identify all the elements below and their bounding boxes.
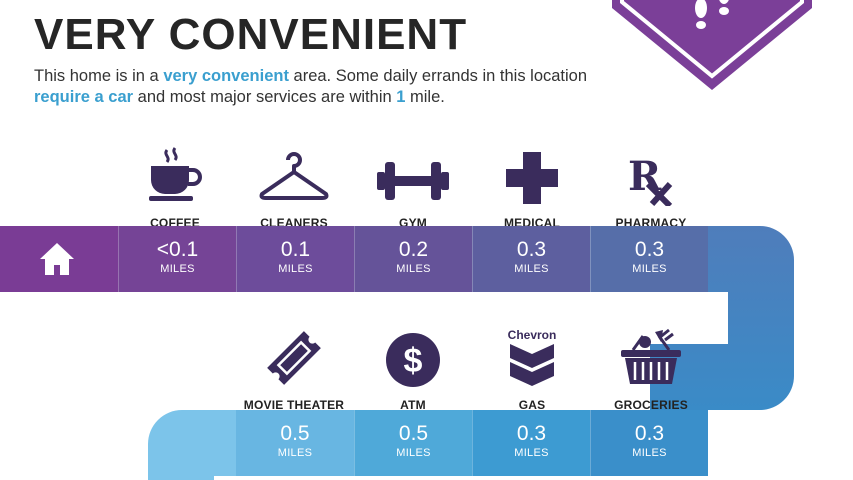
category-coffee: COFFEE	[116, 140, 234, 230]
footprints-icon	[695, 0, 729, 29]
category-movie-theater: MOVIE THEATER	[235, 322, 353, 412]
distance-cell-medical: 0.3 MILES	[472, 226, 590, 292]
distance-unit: MILES	[514, 447, 549, 459]
category-label: ATM	[400, 398, 426, 412]
distance-value: 0.1	[280, 238, 311, 261]
distance-cell-cleaners: 0.1 MILES	[236, 226, 354, 292]
distance-unit: MILES	[277, 447, 313, 459]
medical-cross-icon	[506, 152, 558, 204]
category-pharmacy: R PHARMACY	[592, 140, 710, 230]
distance-value: 0.3	[516, 238, 547, 261]
distance-unit: MILES	[160, 263, 195, 275]
description: This home is in a very convenient area. …	[34, 66, 634, 108]
coffee-cup-icon	[149, 147, 202, 201]
distance-unit: MILES	[632, 447, 667, 459]
distance-cell-gym: 0.2 MILES	[354, 226, 472, 292]
desc-highlight: require a car	[34, 88, 134, 106]
distance-unit: MILES	[396, 263, 431, 275]
ticket-icon	[267, 331, 321, 385]
route-connector-left	[148, 410, 248, 480]
distance-unit: MILES	[632, 263, 667, 275]
distance-unit: MILES	[396, 447, 431, 459]
category-atm: $ ATM	[354, 322, 472, 412]
distance-cell-gas: 0.3 MILES	[472, 410, 590, 476]
basket-icon	[621, 328, 681, 384]
next-row-edge	[214, 476, 734, 480]
category-medical: MEDICAL	[473, 140, 591, 230]
distance-value: 0.2	[398, 238, 429, 261]
hanger-icon	[259, 152, 329, 200]
home-cell	[0, 226, 118, 292]
distance-cell-atm: 0.5 MILES	[354, 410, 472, 476]
distance-cell-coffee: <0.1 MILES	[118, 226, 236, 292]
dollar-icon: $	[386, 333, 440, 387]
house-icon	[40, 243, 74, 275]
desc-text: This home is in a	[34, 67, 164, 85]
category-gym: GYM	[354, 140, 472, 230]
desc-text: area. Some daily errands in this locatio…	[288, 67, 588, 85]
distance-band-row1: <0.1 MILES 0.1 MILES 0.2 MILES 0.3 MILES…	[0, 226, 740, 292]
distance-value: 0.3	[634, 238, 665, 261]
distance-value: 0.5	[398, 422, 429, 445]
desc-text: and most major services are within	[133, 88, 397, 106]
svg-text:$: $	[404, 342, 423, 380]
page-title: VERY CONVENIENT	[34, 10, 468, 59]
distance-value: 0.5	[280, 422, 310, 445]
distance-unit: MILES	[278, 263, 313, 275]
distance-value: <0.1	[156, 238, 199, 261]
category-label: GROCERIES	[614, 398, 688, 412]
walk-score-badge	[612, 0, 812, 90]
chevron-logo-icon: Chevron	[508, 328, 557, 386]
desc-text: mile.	[405, 88, 445, 106]
category-gas: Chevron GAS	[473, 322, 591, 412]
category-cleaners: CLEANERS	[235, 140, 353, 230]
category-label: GAS	[518, 398, 546, 412]
distance-cell-pharmacy: 0.3 MILES	[590, 226, 708, 292]
distance-cell-movie-theater: 0.5 MILES	[236, 410, 354, 476]
desc-highlight: 1	[396, 88, 406, 106]
rx-icon: R	[628, 153, 673, 206]
distance-band-row2: 0.5 MILES 0.5 MILES 0.3 MILES 0.3 MILES	[236, 410, 708, 476]
distance-value: 0.3	[634, 422, 665, 445]
chevron-logo-text: Chevron	[508, 328, 557, 342]
category-groceries: GROCERIES	[592, 322, 710, 412]
dumbbell-icon	[377, 162, 449, 200]
distance-value: 0.3	[516, 422, 547, 445]
desc-highlight: very convenient	[163, 67, 289, 85]
distance-unit: MILES	[514, 263, 549, 275]
distance-cell-groceries: 0.3 MILES	[590, 410, 708, 476]
category-label: MOVIE THEATER	[243, 398, 345, 412]
